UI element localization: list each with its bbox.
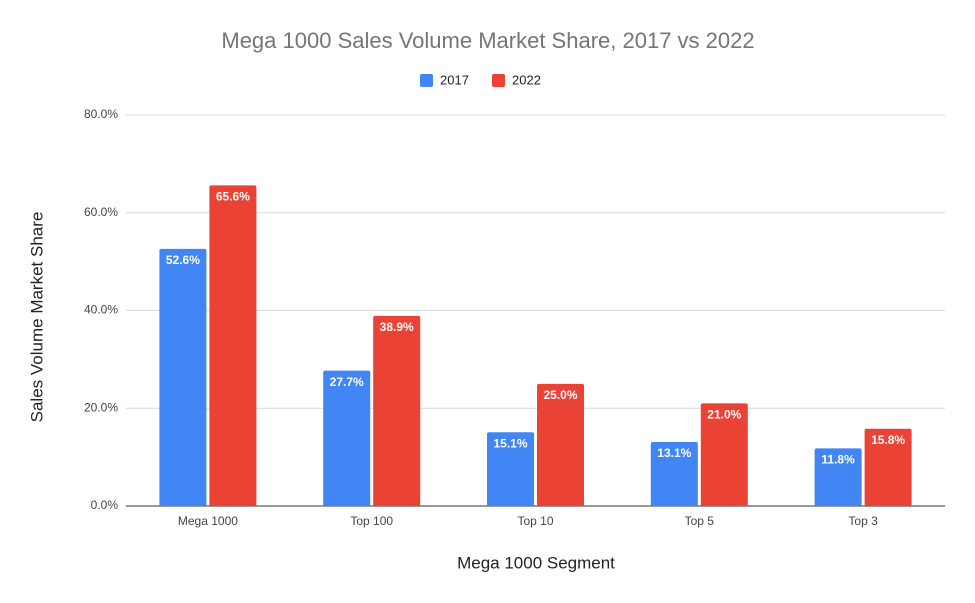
bar	[487, 432, 534, 506]
bar	[700, 403, 748, 506]
data-label: 27.7%	[330, 375, 364, 389]
legend-swatch	[420, 74, 433, 87]
legend-label: 2022	[512, 72, 541, 87]
data-label: 15.1%	[493, 436, 527, 450]
y-axis-title: Sales Volume Market Share	[27, 212, 46, 423]
data-label: 65.6%	[216, 190, 250, 204]
bar	[537, 383, 584, 506]
bar	[814, 448, 862, 506]
legend-swatch	[492, 74, 505, 87]
bar	[373, 315, 421, 506]
x-tick-label: Top 3	[848, 514, 878, 528]
x-axis-title: Mega 1000 Segment	[457, 553, 615, 572]
chart-title: Mega 1000 Sales Volume Market Share, 201…	[221, 28, 754, 53]
x-tick-label: Top 5	[685, 514, 715, 528]
bar	[159, 248, 207, 507]
bar	[650, 441, 698, 506]
y-tick-label: 20.0%	[84, 400, 118, 414]
y-tick-label: 80.0%	[84, 107, 118, 121]
data-label: 21.0%	[707, 408, 741, 422]
x-tick-label: Top 10	[517, 514, 553, 528]
bar	[864, 428, 912, 506]
data-label: 38.9%	[380, 320, 414, 334]
y-tick-label: 40.0%	[84, 303, 118, 317]
y-tick-label: 0.0%	[91, 498, 119, 512]
data-label: 11.8%	[821, 452, 855, 466]
x-tick-label: Top 100	[350, 514, 393, 528]
data-label: 15.8%	[871, 433, 905, 447]
bar	[323, 370, 371, 506]
legend-label: 2017	[440, 72, 469, 87]
x-tick-label: Mega 1000	[178, 514, 238, 528]
data-label: 13.1%	[657, 446, 691, 460]
data-label: 52.6%	[166, 253, 200, 267]
y-tick-label: 60.0%	[84, 205, 118, 219]
data-label: 25.0%	[543, 388, 577, 402]
bar	[209, 185, 257, 506]
